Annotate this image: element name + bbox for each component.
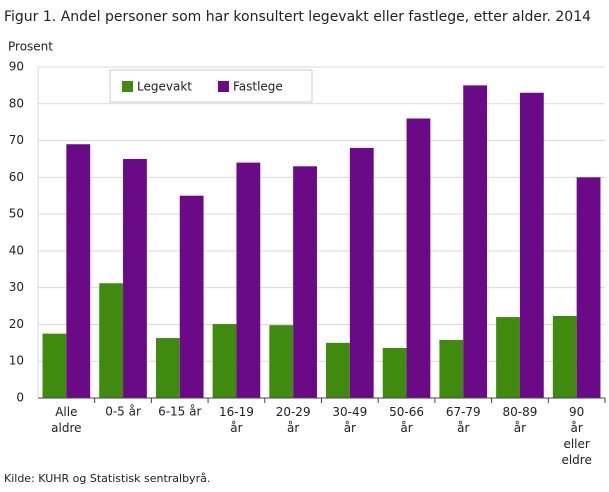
bar [326,342,350,398]
bar [382,347,407,398]
legend-swatch [217,81,229,92]
y-axis-label: Prosent [8,40,53,54]
bar [349,147,374,398]
x-tick-label: 50-66 år [389,405,424,435]
bar [99,283,124,398]
bar [42,333,67,398]
y-tick-label: 90 [9,60,24,74]
x-tick-label: Alle aldre [51,405,81,435]
bar [552,315,577,398]
x-tick-label: 67-79 år [446,405,481,435]
bar [519,92,544,398]
bar [576,177,601,398]
source: Kilde: KUHR og Statistisk sentralbyrå. [4,472,210,485]
chart-title: Figur 1. Andel personer som har konsulte… [4,9,591,25]
legend-box [109,69,313,103]
y-tick-label: 50 [9,207,24,221]
y-tick-label: 30 [9,280,24,294]
y-tick-label: 80 [9,96,24,110]
bar [293,166,317,398]
bar [236,162,261,398]
y-tick-label: 20 [9,317,24,331]
legend-swatch [122,81,133,92]
x-tick-label: 30-49 år [332,405,367,435]
x-tick-label: 90 år eller eldre [561,405,591,467]
bar [269,325,294,398]
x-tick-label: 80-89 år [503,405,538,435]
y-tick-label: 60 [9,170,24,184]
bar [179,195,204,398]
y-tick-label: 40 [9,243,24,257]
bar [439,339,464,398]
legend-label: Legevakt [137,80,192,94]
x-tick-label: 20-29 år [276,405,311,435]
x-tick-label: 0-5 år [105,405,141,419]
x-tick-label: 6-15 år [158,405,201,419]
bar [66,144,91,398]
bar [212,324,237,398]
bar [406,118,431,398]
y-tick-label: 0 [16,391,24,405]
bar [496,317,520,398]
legend-label: Fastlege [233,80,283,94]
bar [463,85,488,398]
y-tick-label: 70 [9,133,24,147]
bar [123,158,147,398]
x-tick-label: 16-19 år [219,405,254,435]
bar [155,338,180,398]
y-tick-label: 10 [9,354,24,368]
